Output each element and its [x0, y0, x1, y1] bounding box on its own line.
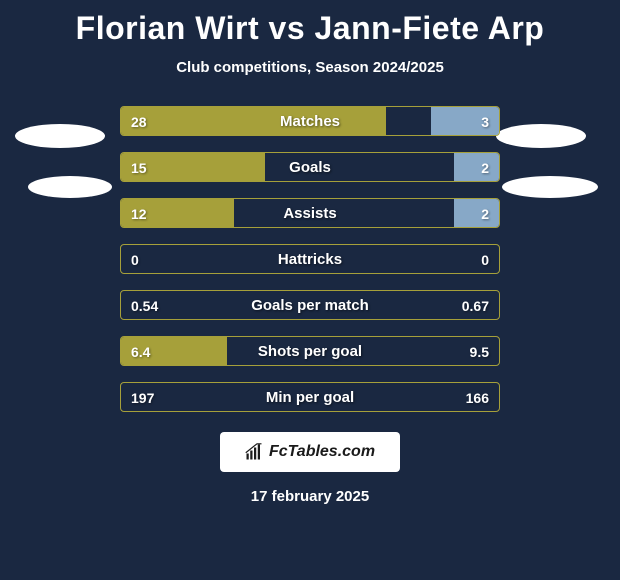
decorative-ellipse — [28, 176, 112, 198]
stat-label: Assists — [121, 199, 499, 228]
chart-icon — [245, 443, 263, 461]
stat-row: 152Goals — [120, 152, 500, 182]
stat-label: Matches — [121, 107, 499, 136]
stat-row: 0.540.67Goals per match — [120, 290, 500, 320]
stat-row: 122Assists — [120, 198, 500, 228]
stat-row: 6.49.5Shots per goal — [120, 336, 500, 366]
stat-label: Min per goal — [121, 383, 499, 412]
stat-row: 197166Min per goal — [120, 382, 500, 412]
stat-row: 283Matches — [120, 106, 500, 136]
stat-row: 00Hattricks — [120, 244, 500, 274]
stats-container: 283Matches 152Goals 122Assists 00Hattricks 0… — [120, 106, 500, 412]
subtitle: Club competitions, Season 2024/2025 — [0, 59, 620, 76]
page-title: Florian Wirt vs Jann-Fiete Arp — [0, 0, 620, 47]
stat-label: Goals — [121, 153, 499, 182]
stat-label: Shots per goal — [121, 337, 499, 366]
decorative-ellipse — [496, 124, 586, 148]
logo-badge: FcTables.com — [220, 432, 400, 472]
stat-label: Goals per match — [121, 291, 499, 320]
stat-label: Hattricks — [121, 245, 499, 274]
date-text: 17 february 2025 — [0, 488, 620, 505]
decorative-ellipse — [502, 176, 598, 198]
logo-text: FcTables.com — [269, 443, 375, 461]
decorative-ellipse — [15, 124, 105, 148]
